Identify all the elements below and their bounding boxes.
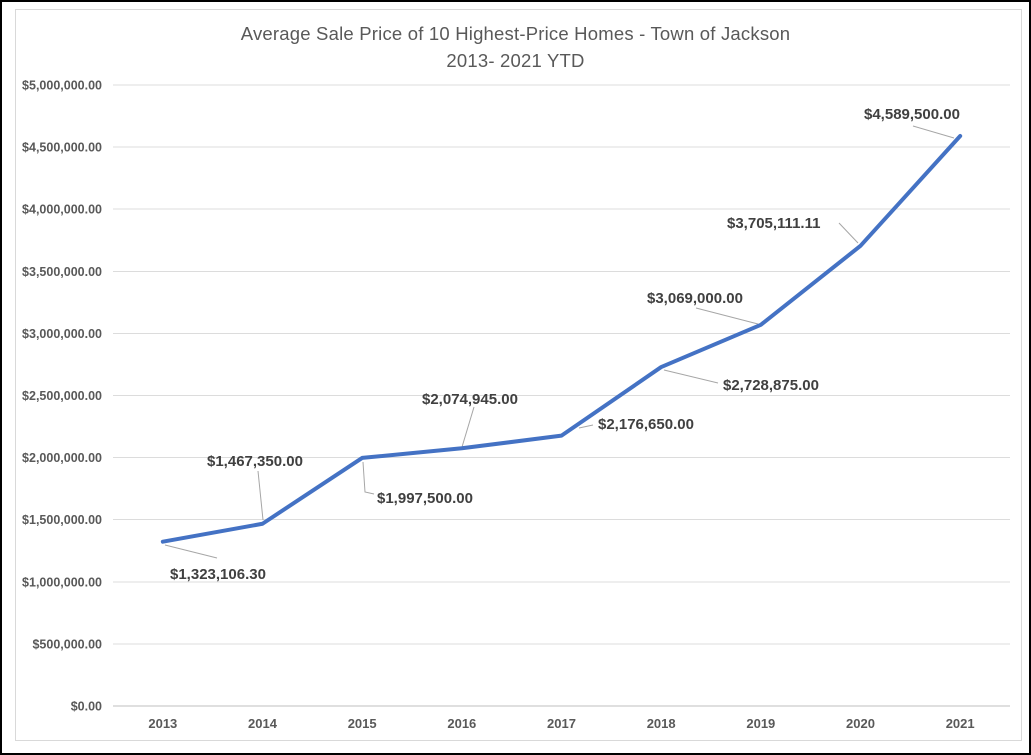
data-label-leader-line	[695, 307, 759, 325]
data-point-label: $2,176,650.00	[598, 416, 694, 433]
x-axis-tick-label: 2021	[946, 716, 975, 731]
x-axis-tick-label: 2015	[348, 716, 377, 731]
data-label-leader-line	[257, 470, 264, 521]
y-axis-labels: $0.00 $500,000.00 $1,000,000.00 $1,500,000.…	[22, 79, 102, 714]
y-axis-tick-label: $0.00	[71, 700, 102, 714]
series-line	[160, 133, 963, 544]
data-label-leader-line	[912, 125, 955, 139]
data-label-leader-line	[164, 544, 218, 559]
chart-area-border	[15, 9, 1022, 741]
data-labels: $1,323,106.30 $1,467,350.00 $1,997,500.00 $…	[170, 106, 960, 583]
y-axis-tick-label: $4,000,000.00	[22, 203, 102, 217]
x-axis-tick-label: 2017	[547, 716, 576, 731]
x-axis-tick-label: 2013	[148, 716, 177, 731]
leader-lines	[164, 125, 955, 559]
x-axis-tick-label: 2020	[846, 716, 875, 731]
x-axis-tick-label: 2018	[647, 716, 676, 731]
x-axis-tick-label: 2019	[746, 716, 775, 731]
series-polyline	[160, 133, 963, 544]
data-label-leader-line	[578, 424, 594, 429]
data-point-label: $2,074,945.00	[422, 391, 518, 408]
y-axis-tick-label: $2,500,000.00	[22, 389, 102, 403]
chart-title: Average Sale Price of 10 Highest-Price H…	[2, 20, 1029, 74]
gridlines	[113, 84, 1010, 707]
data-label-leader-line	[362, 461, 375, 495]
y-axis-tick-label: $4,500,000.00	[22, 141, 102, 155]
y-axis-tick-label: $3,500,000.00	[22, 265, 102, 279]
data-label-leader-line	[461, 406, 475, 448]
y-axis-tick-label: $1,500,000.00	[22, 513, 102, 527]
data-point-label: $1,467,350.00	[207, 453, 303, 470]
y-axis-tick-label: $500,000.00	[32, 637, 102, 651]
x-axis-tick-label: 2016	[447, 716, 476, 731]
data-point-label: $3,705,111.11	[727, 215, 820, 232]
data-point-label: $3,069,000.00	[647, 290, 743, 307]
data-label-leader-line	[663, 369, 719, 384]
y-axis-tick-label: $2,000,000.00	[22, 451, 102, 465]
data-point-label: $1,997,500.00	[377, 490, 473, 507]
data-label-leader-line	[838, 222, 859, 244]
chart-title-line1: Average Sale Price of 10 Highest-Price H…	[240, 23, 791, 44]
y-axis-tick-label: $5,000,000.00	[22, 79, 102, 93]
y-axis-tick-label: $3,000,000.00	[22, 327, 102, 341]
x-axis-labels: 2013 2014 2015 2016 2017 2018 2019 2020 2021	[148, 716, 974, 731]
y-axis-tick-label: $1,000,000.00	[22, 575, 102, 589]
x-axis-tick-label: 2014	[248, 716, 278, 731]
data-point-label: $4,589,500.00	[864, 106, 960, 123]
data-point-label: $1,323,106.30	[170, 566, 266, 583]
chart-title-line2: 2013- 2021 YTD	[446, 50, 585, 71]
data-point-label: $2,728,875.00	[723, 377, 819, 394]
